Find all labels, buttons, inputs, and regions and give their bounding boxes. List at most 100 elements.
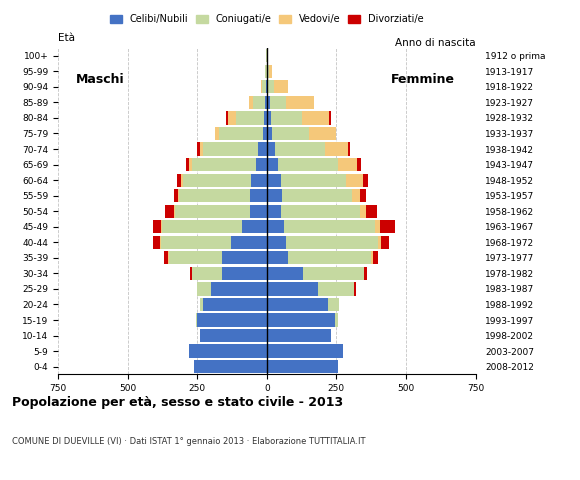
Bar xyxy=(269,65,271,78)
Bar xyxy=(162,220,267,233)
Bar xyxy=(256,158,267,171)
Bar xyxy=(267,173,281,187)
Bar xyxy=(189,345,267,358)
Bar xyxy=(284,220,375,233)
Bar xyxy=(267,360,338,373)
Bar xyxy=(371,251,372,264)
Bar xyxy=(194,360,267,373)
Bar xyxy=(200,329,267,342)
Bar xyxy=(318,282,354,296)
Bar xyxy=(200,298,267,311)
Bar xyxy=(267,251,288,264)
Bar xyxy=(328,298,339,311)
Bar xyxy=(194,360,267,373)
Bar xyxy=(375,220,379,233)
Bar xyxy=(274,80,288,94)
Bar xyxy=(200,329,267,342)
Bar xyxy=(250,204,267,218)
Bar xyxy=(378,236,381,249)
Bar xyxy=(197,313,267,326)
Bar xyxy=(203,298,267,311)
Bar xyxy=(160,236,267,249)
Text: Anno di nascita: Anno di nascita xyxy=(395,38,476,48)
Bar xyxy=(267,143,275,156)
Bar xyxy=(263,127,267,140)
Bar xyxy=(267,158,278,171)
Bar xyxy=(196,313,267,326)
Bar xyxy=(177,173,267,187)
Bar xyxy=(262,80,267,94)
Bar xyxy=(360,189,365,202)
Bar xyxy=(278,158,338,171)
Bar xyxy=(357,158,361,171)
Bar xyxy=(287,236,378,249)
Bar xyxy=(303,267,364,280)
Bar xyxy=(197,282,267,296)
Bar xyxy=(236,111,267,124)
Bar xyxy=(267,267,303,280)
Bar xyxy=(267,313,335,326)
Bar xyxy=(288,251,371,264)
Bar xyxy=(267,204,281,218)
Bar xyxy=(267,96,270,109)
Bar xyxy=(266,96,267,109)
Bar xyxy=(281,173,346,187)
Bar xyxy=(189,345,267,358)
Text: COMUNE DI DUEVILLE (VI) · Dati ISTAT 1° gennaio 2013 · Elaborazione TUTTITALIA.I: COMUNE DI DUEVILLE (VI) · Dati ISTAT 1° … xyxy=(12,437,365,446)
Bar xyxy=(267,345,343,358)
Bar xyxy=(338,158,357,171)
Bar xyxy=(226,111,267,124)
Bar xyxy=(173,204,267,218)
Bar xyxy=(267,65,269,78)
Text: Età: Età xyxy=(58,33,75,43)
Bar xyxy=(175,204,267,218)
Bar xyxy=(253,96,267,109)
Bar xyxy=(275,143,325,156)
Bar xyxy=(249,96,267,109)
Bar xyxy=(197,143,267,156)
Bar xyxy=(267,282,318,296)
Bar xyxy=(189,345,267,358)
Bar xyxy=(267,329,331,342)
Bar xyxy=(365,204,377,218)
Bar xyxy=(189,345,267,358)
Bar xyxy=(215,127,267,140)
Bar xyxy=(364,267,367,280)
Bar xyxy=(183,173,267,187)
Bar xyxy=(267,189,282,202)
Bar xyxy=(381,236,389,249)
Bar xyxy=(168,251,267,264)
Bar xyxy=(179,189,267,202)
Bar xyxy=(379,220,395,233)
Bar xyxy=(360,204,365,218)
Text: Popolazione per età, sesso e stato civile - 2013: Popolazione per età, sesso e stato civil… xyxy=(12,396,343,409)
Bar xyxy=(273,127,309,140)
Bar xyxy=(259,143,267,156)
Bar xyxy=(165,204,267,218)
Bar xyxy=(197,282,267,296)
Bar xyxy=(347,143,350,156)
Bar xyxy=(181,173,267,187)
Text: Femmine: Femmine xyxy=(391,73,455,86)
Bar xyxy=(200,329,267,342)
Bar xyxy=(266,65,267,78)
Bar xyxy=(203,143,267,156)
Bar xyxy=(282,189,351,202)
Bar xyxy=(249,96,267,109)
Bar xyxy=(200,329,267,342)
Bar xyxy=(354,282,356,296)
Bar xyxy=(267,220,284,233)
Bar xyxy=(329,111,331,124)
Bar xyxy=(281,204,360,218)
Bar xyxy=(267,127,273,140)
Bar xyxy=(194,360,267,373)
Bar xyxy=(222,251,267,264)
Legend: Celibi/Nubili, Coniugati/e, Vedovi/e, Divorziati/e: Celibi/Nubili, Coniugati/e, Vedovi/e, Di… xyxy=(107,11,427,28)
Bar xyxy=(302,111,329,124)
Bar xyxy=(267,298,328,311)
Bar xyxy=(325,143,347,156)
Bar xyxy=(211,282,267,296)
Bar xyxy=(196,313,267,326)
Bar xyxy=(177,189,267,202)
Bar xyxy=(335,313,338,326)
